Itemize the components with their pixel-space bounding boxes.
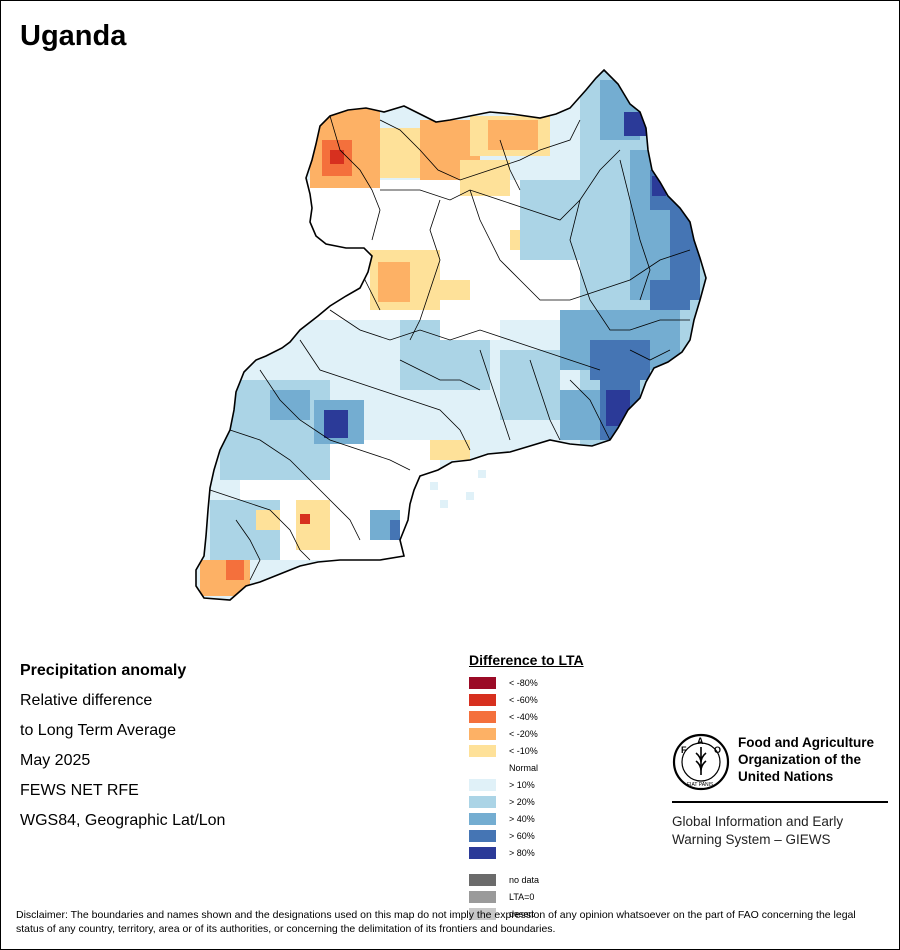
giews-line: Warning System – GIEWS <box>672 832 831 847</box>
legend-label: > 40% <box>509 813 535 824</box>
legend-swatch <box>469 778 496 791</box>
fao-name: Food and Agriculture Organization of the… <box>738 734 874 785</box>
legend-label: < -10% <box>509 745 538 756</box>
legend-item: < -80% <box>469 674 584 691</box>
legend-swatch <box>469 812 496 825</box>
legend-swatch <box>469 873 496 886</box>
legend-item: < -20% <box>469 725 584 742</box>
info-source: FEWS NET RFE <box>20 782 139 799</box>
legend-label: < -20% <box>509 728 538 739</box>
legend-label: > 20% <box>509 796 535 807</box>
giews-line: Global Information and Early <box>672 814 844 829</box>
map-info: Precipitation anomaly Relative differenc… <box>20 656 225 836</box>
disclaimer: Disclaimer: The boundaries and names sho… <box>16 909 856 935</box>
info-line: Relative difference <box>20 692 153 709</box>
legend-label: > 80% <box>509 847 535 858</box>
divider <box>672 801 888 803</box>
info-period: May 2025 <box>20 752 91 769</box>
legend-item: < -10% <box>469 742 584 759</box>
fao-letter-f: F <box>681 745 687 755</box>
fao-letter-a: A <box>697 736 704 746</box>
fao-name-line: Food and Agriculture <box>738 735 874 750</box>
info-line: to Long Term Average <box>20 722 176 739</box>
legend-swatch <box>469 676 496 689</box>
legend-swatch <box>469 762 496 774</box>
legend-item: < -60% <box>469 691 584 708</box>
legend-label: < -40% <box>509 711 538 722</box>
legend-swatch <box>469 829 496 842</box>
legend-item: < -40% <box>469 708 584 725</box>
legend-swatch <box>469 795 496 808</box>
legend-swatch <box>469 907 496 920</box>
legend-label: no data <box>509 874 540 885</box>
legend-item: LTA=0 <box>469 888 584 905</box>
map-title: Uganda <box>20 20 127 52</box>
fao-name-line: United Nations <box>738 769 834 784</box>
fao-name-line: Organization of the <box>738 752 861 767</box>
legend-label: < -80% <box>509 677 538 688</box>
legend-label: > 10% <box>509 779 535 790</box>
fao-letter-o: O <box>714 745 721 755</box>
legend-swatch <box>469 744 496 757</box>
legend-swatch <box>469 890 496 903</box>
legend-label: < -60% <box>509 694 538 705</box>
legend-item: Normal <box>469 759 584 776</box>
legend-label: Normal <box>509 762 539 773</box>
legend-title: Difference to LTA <box>469 652 584 668</box>
legend-item: no data <box>469 871 584 888</box>
legend-item: desert <box>469 905 584 922</box>
legend: Difference to LTA < -80% < -60% < -40% < -2… <box>469 652 584 922</box>
legend-item: > 60% <box>469 827 584 844</box>
fao-logo-icon: F A O FIAT PANIS <box>672 733 730 791</box>
legend-label: LTA=0 <box>509 891 535 902</box>
legend-item: > 80% <box>469 844 584 861</box>
giews-name: Global Information and Early Warning Sys… <box>672 813 900 849</box>
legend-label: > 60% <box>509 830 535 841</box>
legend-swatch <box>469 727 496 740</box>
precipitation-anomaly-map <box>195 68 707 601</box>
fao-motto: FIAT PANIS <box>687 782 714 788</box>
legend-swatch <box>469 846 496 859</box>
legend-swatch <box>469 693 496 706</box>
info-projection: WGS84, Geographic Lat/Lon <box>20 812 226 829</box>
legend-item: > 20% <box>469 793 584 810</box>
info-heading: Precipitation anomaly <box>20 662 187 679</box>
legend-swatch <box>469 710 496 723</box>
legend-item: > 40% <box>469 810 584 827</box>
legend-item: > 10% <box>469 776 584 793</box>
legend-label: desert <box>509 908 535 919</box>
